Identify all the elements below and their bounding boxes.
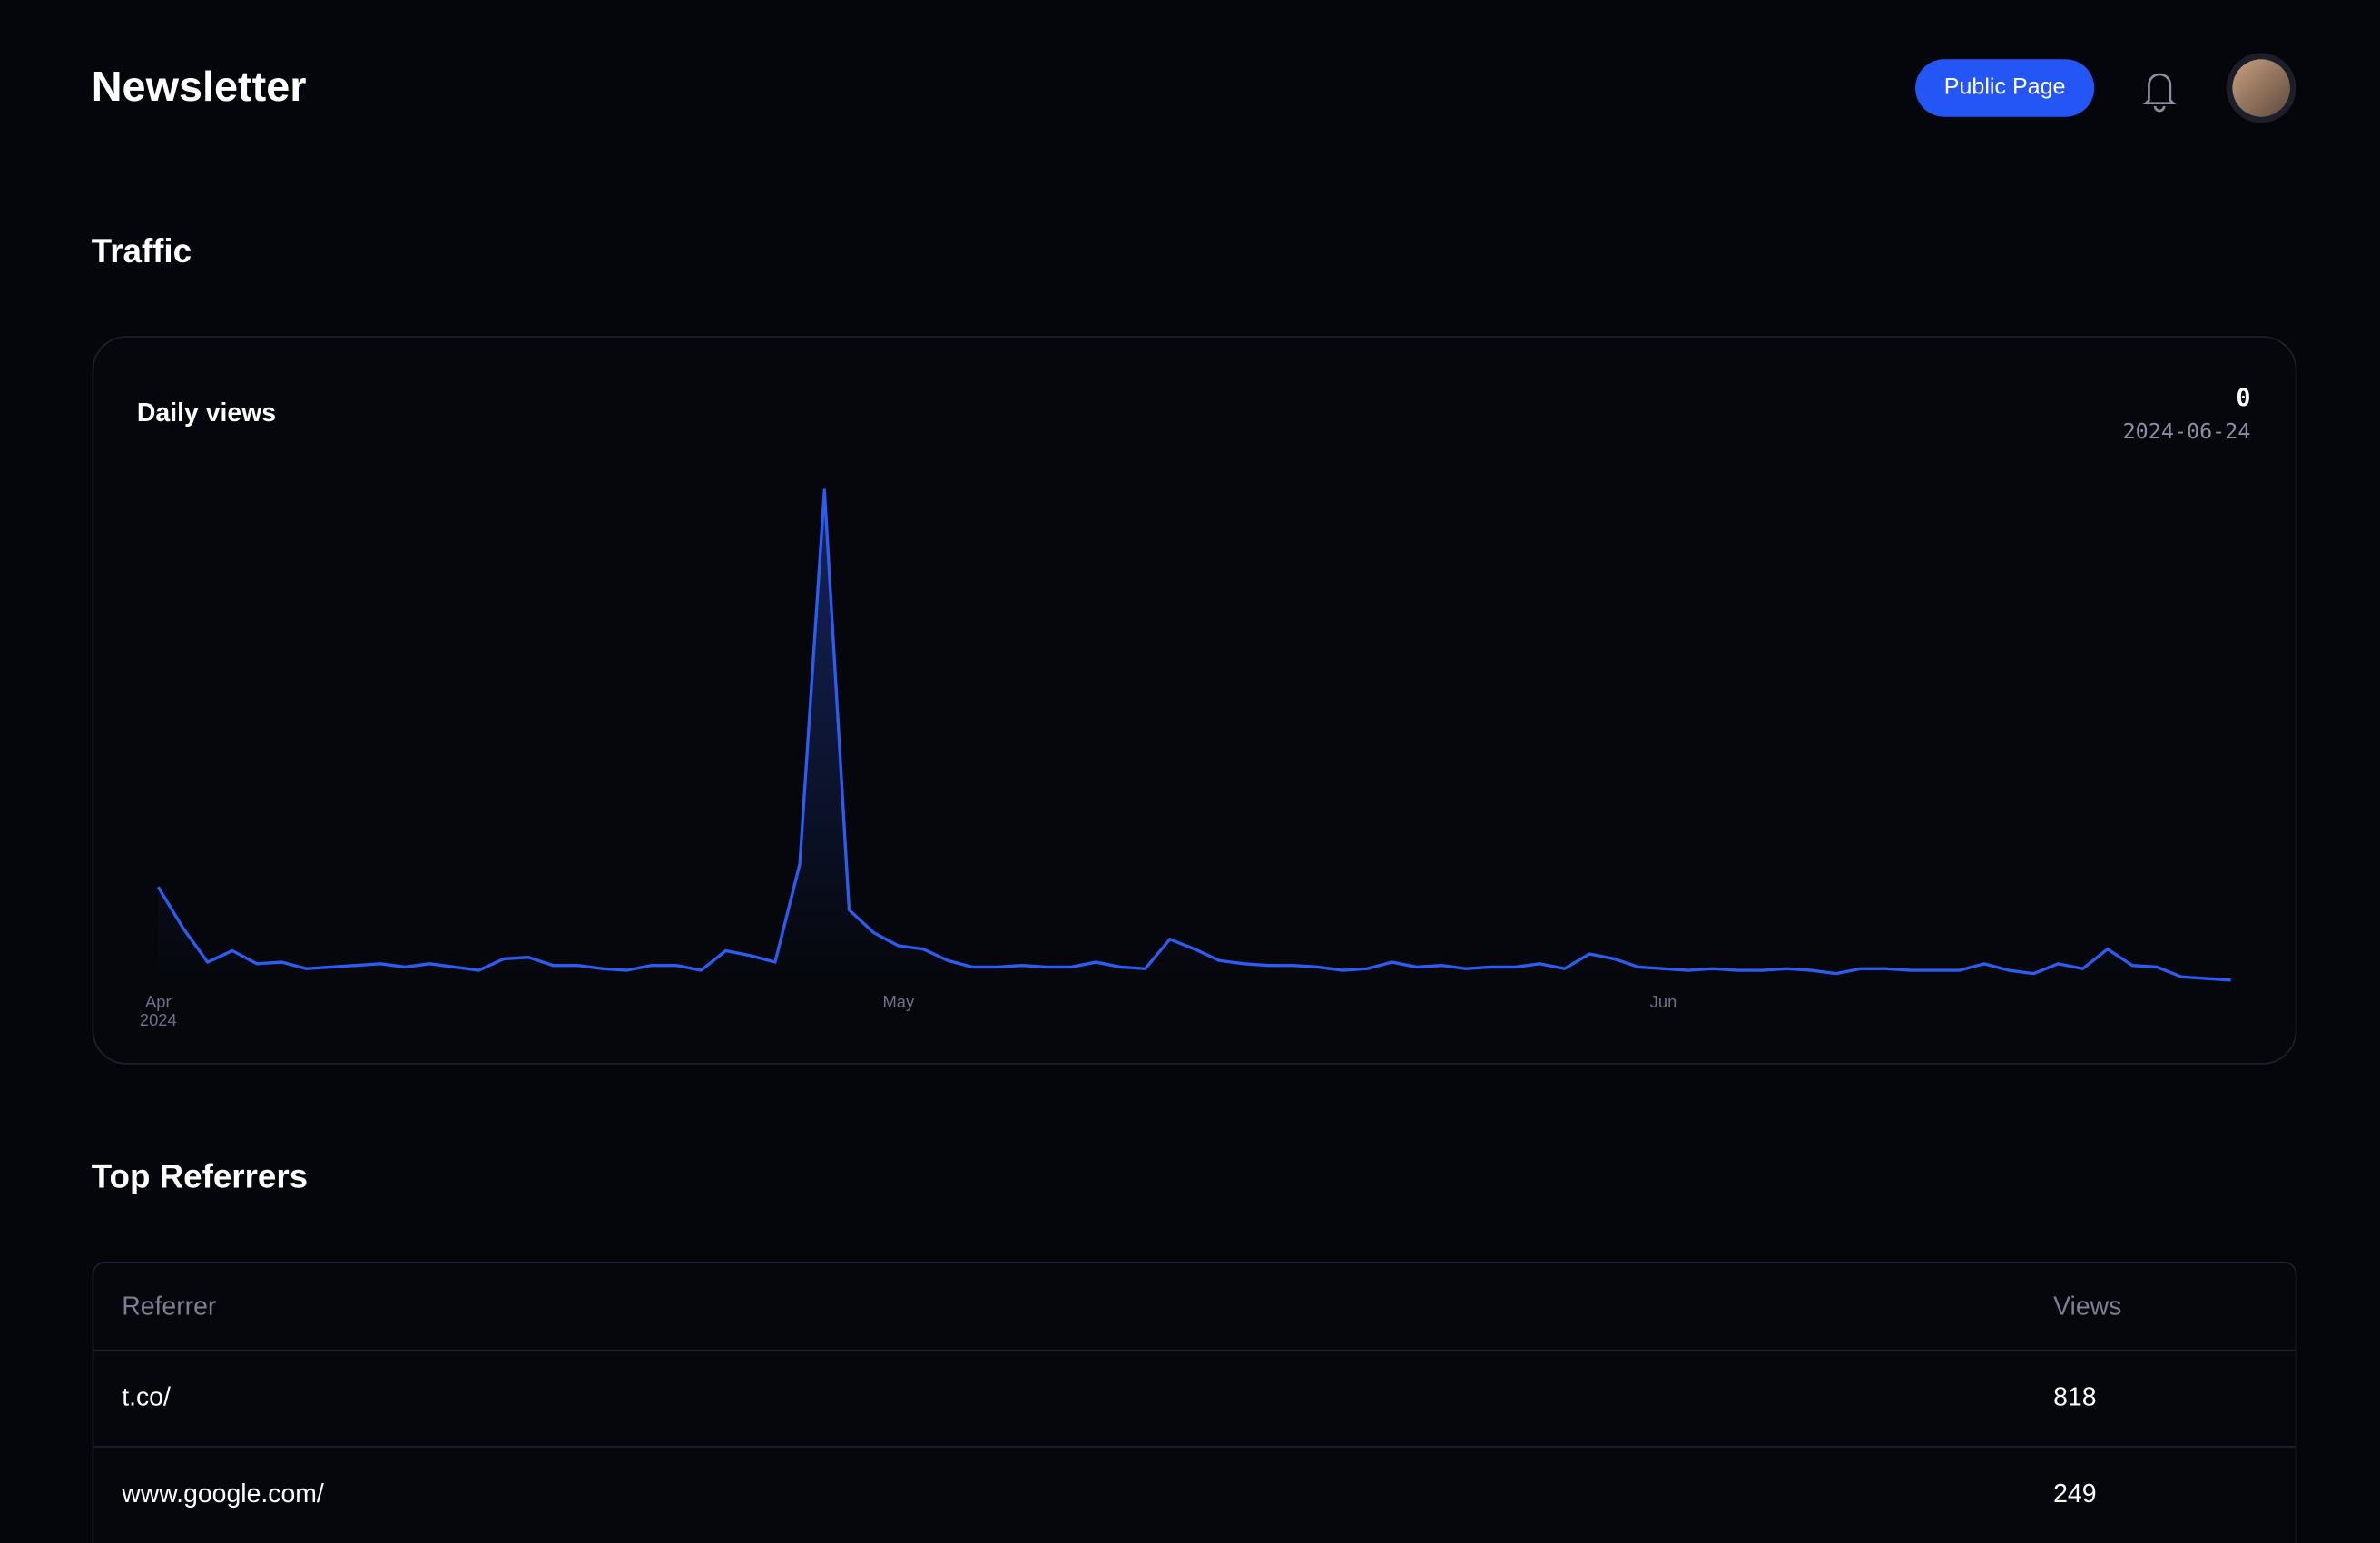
table-body: Referrer Views t.co/818 www.google.com/249 (93, 1292, 2296, 1509)
x-tick-label: 2024 (140, 1010, 177, 1029)
chart-card (92, 336, 2297, 1065)
x-tick-label: May (882, 992, 915, 1011)
column-header: Views (2053, 1292, 2121, 1321)
chart-title: Daily views (137, 398, 276, 428)
public-page-button[interactable] (1915, 59, 2095, 117)
line (156, 488, 2231, 982)
table-cell: 249 (2053, 1479, 2096, 1509)
column-header: Referrer (122, 1292, 216, 1321)
section-heading: Traffic (92, 232, 192, 270)
section-heading: Top Referrers (92, 1158, 308, 1195)
table-cell: www.google.com/ (121, 1479, 324, 1509)
readout-value: 0 (2236, 384, 2250, 412)
notification-bell[interactable] (2142, 73, 2177, 113)
x-tick-label: Jun (1650, 992, 1677, 1011)
table-cell: 818 (2053, 1383, 2096, 1412)
readout-date: 2024-06-24 (2123, 418, 2251, 444)
avatar (2232, 59, 2290, 117)
x-tick-label: Apr (145, 992, 172, 1011)
table-cell: t.co/ (122, 1383, 171, 1412)
page-title: Newsletter (92, 63, 307, 110)
referrer-table (92, 1261, 2297, 1543)
public-page-label: Public Page (1944, 74, 2066, 100)
